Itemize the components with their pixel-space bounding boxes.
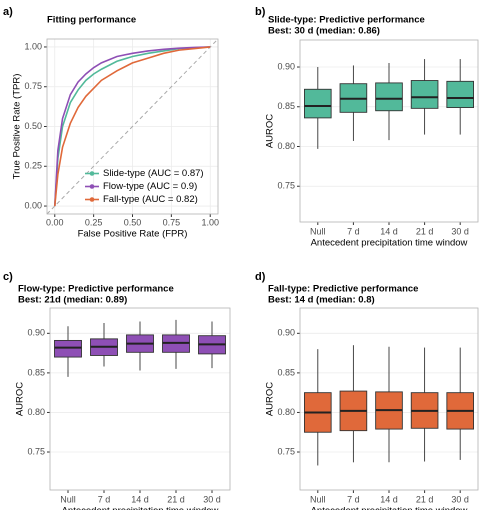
chart-subtitle: Best: 21d (median: 0.89) <box>18 295 127 306</box>
legend-swatch-dot <box>89 197 95 202</box>
chart-subtitle: Best: 14 d (median: 0.8) <box>268 295 375 306</box>
x-tick-label: 21 d <box>416 494 434 504</box>
x-tick-label: 0.25 <box>85 217 103 227</box>
legend-swatch-dot <box>89 171 95 176</box>
chart-title: Flow-type: Predictive performance <box>18 284 174 295</box>
x-tick-label: 30 d <box>203 494 221 504</box>
chart-title: Slide-type: Predictive performance <box>268 15 425 26</box>
x-tick-label: 0.50 <box>124 217 142 227</box>
y-tick-label: 0.85 <box>27 367 45 377</box>
y-tick-label: 0.75 <box>27 446 45 456</box>
panel-label: a) <box>3 6 13 18</box>
box <box>304 88 332 119</box>
y-tick-label: 0.85 <box>277 367 295 377</box>
y-tick-label: 0.90 <box>277 61 295 71</box>
x-tick-label: 14 d <box>131 494 149 504</box>
box <box>375 82 403 112</box>
x-tick-label: Null <box>310 494 326 504</box>
x-tick-label: 30 d <box>451 226 469 236</box>
box <box>410 80 439 109</box>
chart-title: Fitting performance <box>47 15 136 26</box>
y-tick-label: 0.80 <box>277 407 295 417</box>
x-tick-label: 0.00 <box>46 217 64 227</box>
x-tick-label: 14 d <box>380 494 398 504</box>
y-tick-label: 0.75 <box>277 181 295 191</box>
y-tick-label: 0.90 <box>277 328 295 338</box>
x-axis-label: Antecedent precipitation time window <box>62 506 219 510</box>
y-axis-label: AUROC <box>15 382 26 416</box>
plot-border <box>299 307 479 491</box>
y-tick-label: 0.25 <box>24 161 42 171</box>
legend-label: Slide-type (AUC = 0.87) <box>103 168 204 179</box>
y-axis-label: AUROC <box>265 114 276 148</box>
x-tick-label: 7 d <box>98 494 111 504</box>
plot-border <box>49 307 231 491</box>
y-tick-label: 0.90 <box>27 328 45 338</box>
y-tick-label: 0.80 <box>27 407 45 417</box>
y-tick-label: 0.75 <box>277 446 295 456</box>
chart-title: Fall-type: Predictive performance <box>268 284 418 295</box>
chart-subtitle: Best: 30 d (median: 0.86) <box>268 26 380 37</box>
y-axis-label: AUROC <box>265 382 276 416</box>
y-tick-label: 0.00 <box>24 200 42 210</box>
panel-label: c) <box>3 271 13 283</box>
plot-border <box>46 38 219 215</box>
x-axis-label: Antecedent precipitation time window <box>311 506 468 510</box>
y-tick-label: 1.00 <box>24 41 42 51</box>
x-axis-label: False Positive Rate (FPR) <box>78 229 188 240</box>
y-tick-label: 0.85 <box>277 101 295 111</box>
plot-border <box>299 39 479 223</box>
roc-curve <box>53 46 211 207</box>
reference-line <box>46 38 219 215</box>
x-axis-label: Antecedent precipitation time window <box>311 238 468 249</box>
x-tick-label: 0.75 <box>163 217 181 227</box>
x-tick-label: 7 d <box>347 494 360 504</box>
x-tick-label: 21 d <box>416 226 434 236</box>
y-tick-label: 0.50 <box>24 121 42 131</box>
y-tick-label: 0.80 <box>277 141 295 151</box>
panel-label: b) <box>255 6 266 18</box>
y-tick-label: 0.75 <box>24 81 42 91</box>
y-axis-label: True Positive Rate (TPR) <box>12 74 23 180</box>
x-tick-label: 14 d <box>380 226 398 236</box>
x-tick-label: 30 d <box>451 494 469 504</box>
x-tick-label: 7 d <box>347 226 360 236</box>
roc-curve <box>53 46 211 207</box>
legend-swatch-dot <box>89 184 95 189</box>
panel-label: d) <box>255 271 266 283</box>
box <box>54 339 82 358</box>
x-tick-label: Null <box>60 494 76 504</box>
x-tick-label: 1.00 <box>201 217 219 227</box>
x-tick-label: Null <box>310 226 326 236</box>
legend-label: Fall-type (AUC = 0.82) <box>103 194 198 205</box>
legend-label: Flow-type (AUC = 0.9) <box>103 181 197 192</box>
box <box>446 80 475 109</box>
x-tick-label: 21 d <box>167 494 185 504</box>
